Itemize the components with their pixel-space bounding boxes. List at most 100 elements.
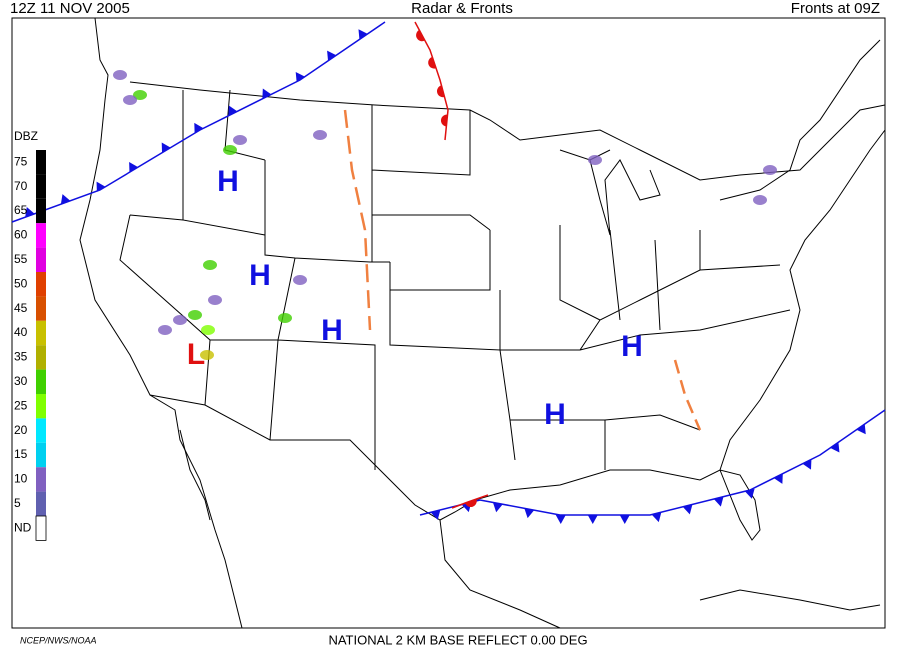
warm-front-symbol — [428, 56, 437, 69]
cold-front-symbol — [161, 142, 171, 153]
cold-front-symbol — [492, 502, 503, 513]
cold-front-symbol — [524, 508, 535, 519]
legend-swatch — [36, 223, 46, 248]
cold-front-symbol — [194, 122, 204, 134]
legend-label: 25 — [14, 398, 28, 412]
warm-front-symbol — [416, 29, 425, 42]
radar-echo — [201, 325, 215, 335]
legend-swatch — [36, 174, 46, 199]
radar-echo — [158, 325, 172, 335]
pressure-center: L — [187, 338, 205, 371]
cold-front-symbol — [430, 509, 441, 520]
cold-front-symbol — [682, 504, 693, 515]
radar-echo — [123, 95, 137, 105]
cold-front-symbol — [619, 515, 630, 524]
cold-front-symbol — [96, 181, 106, 192]
cold-front-symbol — [555, 515, 566, 524]
radar-echo — [133, 90, 147, 100]
legend-swatch — [36, 369, 46, 394]
radar-echo — [313, 130, 327, 140]
cold-front-symbol — [651, 512, 662, 523]
radar-echo — [173, 315, 187, 325]
footer-source: NCEP/NWS/NOAA — [20, 635, 97, 645]
radar-echo — [208, 295, 222, 305]
legend-swatch — [36, 345, 46, 370]
legend-label: 10 — [14, 472, 28, 486]
radar-echo — [223, 145, 237, 155]
legend-label: 15 — [14, 447, 28, 461]
legend-label: 20 — [14, 423, 28, 437]
radar-echo — [753, 195, 767, 205]
header-title: Radar & Fronts — [411, 0, 513, 17]
cold-front — [11, 21, 386, 223]
map-frame — [11, 17, 886, 629]
cold-front-symbol — [228, 105, 238, 116]
cold-front-symbol — [358, 29, 368, 40]
legend-label: 75 — [14, 154, 28, 168]
fronts — [11, 21, 886, 524]
legend-swatch — [36, 418, 46, 443]
cold-front-symbol — [25, 207, 35, 218]
legend-label: 40 — [14, 325, 28, 339]
legend-swatch — [36, 320, 46, 346]
cold-front-symbol — [713, 496, 724, 507]
legend-label: 5 — [14, 496, 21, 510]
header-fronts: Fronts at 09Z — [791, 0, 880, 17]
radar-echoes — [113, 70, 777, 360]
legend-label: 30 — [14, 374, 28, 388]
pressure-center: H — [621, 330, 643, 363]
legend-swatch — [36, 198, 46, 224]
legend-swatch — [36, 296, 46, 321]
trough — [673, 359, 702, 431]
legend-swatch — [36, 394, 46, 419]
cold-front-symbol — [262, 88, 272, 99]
legend-title: DBZ — [14, 129, 38, 143]
legend-swatch — [35, 515, 47, 541]
warm-front-symbol — [436, 85, 445, 98]
radar-echo — [203, 260, 217, 270]
cold-front-symbol — [773, 473, 783, 484]
legend-swatch — [36, 467, 46, 492]
legend-label: 50 — [14, 276, 28, 290]
legend-label: 55 — [14, 252, 28, 266]
radar-echo — [188, 310, 202, 320]
trough — [343, 109, 372, 331]
cold-front-symbol — [802, 459, 812, 470]
cold-front-symbol — [327, 50, 337, 61]
legend-swatch — [36, 247, 46, 272]
legend-swatch — [36, 442, 46, 468]
radar-echo — [588, 155, 602, 165]
warm-front-symbol — [465, 499, 477, 508]
radar-echo — [293, 275, 307, 285]
cold-front-symbol — [129, 162, 139, 173]
cold-front-symbol — [830, 442, 840, 453]
legend-swatch — [36, 491, 46, 516]
pressure-center: H — [249, 259, 271, 292]
radar-echo — [278, 313, 292, 323]
legend-label: ND — [14, 520, 32, 534]
cold-front-symbol — [744, 488, 755, 499]
legend-label: 60 — [14, 228, 28, 242]
pressure-center: H — [217, 165, 239, 198]
cold-front-symbol — [587, 515, 598, 524]
radar-echo — [200, 350, 214, 360]
warm-front-symbol — [440, 114, 448, 127]
footer-product: NATIONAL 2 KM BASE REFLECT 0.00 DEG — [328, 632, 587, 647]
pressure-center: H — [321, 314, 343, 347]
cold-front — [419, 409, 886, 516]
legend-label: 65 — [14, 203, 28, 217]
legend-label: 70 — [14, 179, 28, 193]
header-time: 12Z 11 NOV 2005 — [10, 0, 130, 17]
pressure-center: H — [544, 398, 566, 431]
radar-echo — [233, 135, 247, 145]
cold-front-symbol — [295, 72, 305, 83]
legend-swatch — [36, 272, 46, 297]
cold-front-symbol — [856, 424, 866, 435]
radar-echo — [113, 70, 127, 80]
cold-front-symbol — [60, 194, 71, 205]
map-outlines — [79, 17, 886, 629]
radar-echo — [763, 165, 777, 175]
legend-label: 35 — [14, 350, 28, 364]
